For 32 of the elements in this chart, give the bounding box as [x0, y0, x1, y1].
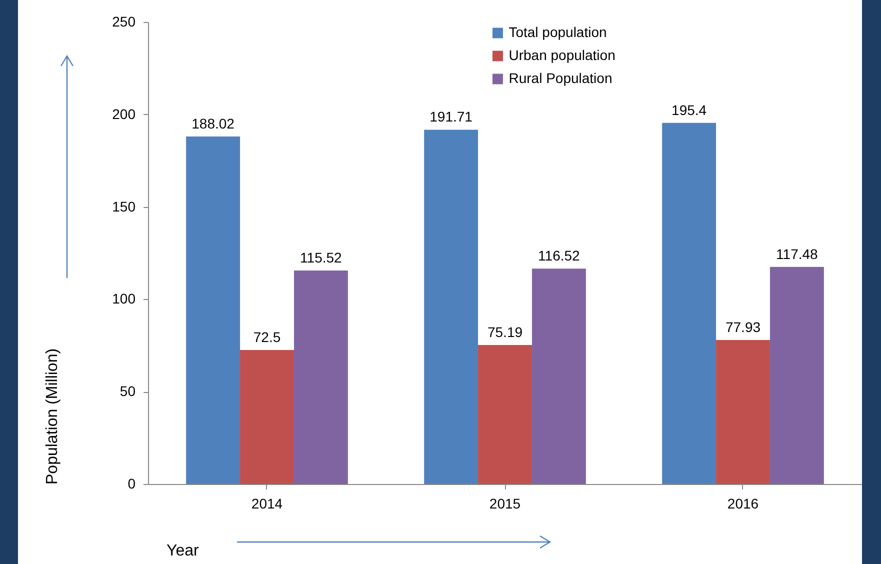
legend-label: Total population — [508, 24, 607, 40]
bar — [478, 345, 532, 484]
bar — [424, 130, 478, 484]
legend-label: Rural Population — [508, 70, 612, 86]
bar — [716, 340, 770, 484]
data-label: 77.93 — [725, 318, 761, 335]
legend-label: Urban population — [508, 47, 616, 63]
bar — [294, 270, 348, 484]
x-tick-label: 2014 — [251, 496, 283, 512]
y-axis-title: Population (Million) — [44, 348, 62, 484]
data-label: 72.5 — [253, 329, 281, 346]
bar — [240, 350, 294, 484]
data-label: 195.4 — [672, 102, 707, 118]
bar — [186, 136, 240, 484]
y-tick-label: 250 — [112, 14, 136, 30]
data-label: 75.19 — [487, 324, 523, 340]
x-tick-label: 2016 — [727, 496, 759, 512]
data-label: 188.02 — [192, 116, 235, 132]
bar — [532, 268, 586, 484]
x-tick-label: 2015 — [489, 496, 521, 512]
y-tick-label: 0 — [128, 476, 136, 492]
x-axis-title: Year — [166, 542, 200, 560]
data-label: 116.52 — [538, 248, 580, 264]
data-label: 191.71 — [430, 108, 473, 125]
data-label: 117.48 — [776, 246, 818, 262]
y-tick-label: 200 — [112, 106, 136, 122]
y-tick-label: 150 — [112, 198, 136, 214]
y-tick-label: 100 — [112, 290, 136, 307]
bar — [770, 266, 824, 484]
y-tick-label: 50 — [120, 383, 136, 400]
data-label: 115.52 — [300, 250, 342, 266]
bar — [662, 122, 716, 484]
